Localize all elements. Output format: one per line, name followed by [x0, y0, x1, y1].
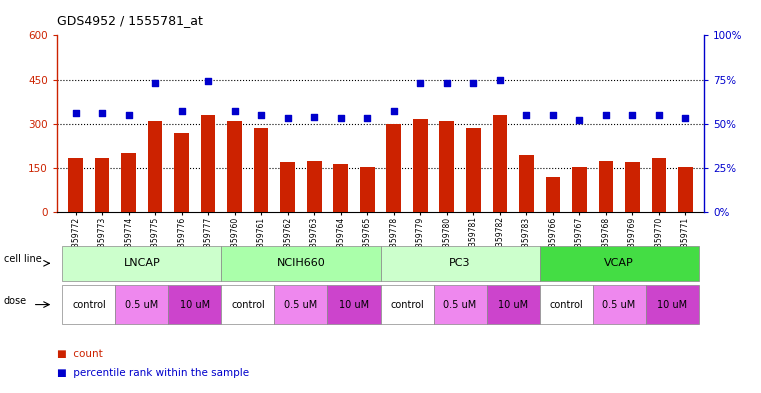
Text: control: control — [549, 299, 583, 310]
Bar — [280, 162, 295, 212]
Bar — [625, 162, 640, 212]
Point — [335, 116, 347, 122]
Text: 0.5 uM: 0.5 uM — [285, 299, 317, 310]
Text: ■  count: ■ count — [57, 349, 103, 359]
Point — [467, 80, 479, 86]
Bar — [678, 167, 693, 212]
Point — [149, 80, 161, 86]
Point — [626, 112, 638, 118]
Text: GDS4952 / 1555781_at: GDS4952 / 1555781_at — [57, 15, 203, 28]
Point — [521, 112, 533, 118]
Bar — [95, 158, 110, 212]
Bar — [599, 161, 613, 212]
Bar — [519, 155, 533, 212]
Bar — [254, 128, 269, 212]
Text: 10 uM: 10 uM — [657, 299, 687, 310]
Point — [96, 110, 108, 116]
Bar — [201, 115, 215, 212]
Point — [202, 78, 215, 84]
Bar — [492, 115, 507, 212]
Bar — [466, 128, 481, 212]
Text: NCIH660: NCIH660 — [276, 258, 326, 268]
Text: PC3: PC3 — [449, 258, 471, 268]
Point — [361, 116, 374, 122]
Text: 10 uM: 10 uM — [339, 299, 369, 310]
Point — [228, 108, 240, 115]
Point — [387, 108, 400, 115]
Text: control: control — [72, 299, 106, 310]
Bar — [121, 153, 136, 212]
Text: control: control — [390, 299, 424, 310]
Bar — [440, 121, 454, 212]
Bar — [174, 132, 189, 212]
Text: 0.5 uM: 0.5 uM — [444, 299, 476, 310]
Bar — [651, 158, 666, 212]
Bar — [413, 119, 428, 212]
Text: 0.5 uM: 0.5 uM — [126, 299, 158, 310]
Bar — [333, 163, 348, 212]
Text: dose: dose — [4, 296, 27, 306]
Point — [680, 116, 692, 122]
Point — [308, 114, 320, 120]
Text: cell line: cell line — [4, 254, 42, 264]
Text: ■  percentile rank within the sample: ■ percentile rank within the sample — [57, 368, 249, 378]
Point — [69, 110, 81, 116]
Point — [653, 112, 665, 118]
Bar — [572, 167, 587, 212]
Point — [494, 76, 506, 83]
Bar — [360, 167, 374, 212]
Point — [282, 116, 294, 122]
Text: 0.5 uM: 0.5 uM — [603, 299, 635, 310]
Point — [573, 117, 585, 123]
Point — [546, 112, 559, 118]
Text: 10 uM: 10 uM — [498, 299, 528, 310]
Point — [123, 112, 135, 118]
Bar — [546, 177, 560, 212]
Point — [414, 80, 426, 86]
Bar — [148, 121, 162, 212]
Text: VCAP: VCAP — [604, 258, 634, 268]
Point — [176, 108, 188, 115]
Point — [441, 80, 453, 86]
Bar — [307, 161, 321, 212]
Point — [600, 112, 612, 118]
Text: control: control — [231, 299, 265, 310]
Bar — [387, 124, 401, 212]
Bar — [68, 158, 83, 212]
Point — [255, 112, 267, 118]
Text: LNCAP: LNCAP — [123, 258, 161, 268]
Text: 10 uM: 10 uM — [180, 299, 210, 310]
Bar — [228, 121, 242, 212]
